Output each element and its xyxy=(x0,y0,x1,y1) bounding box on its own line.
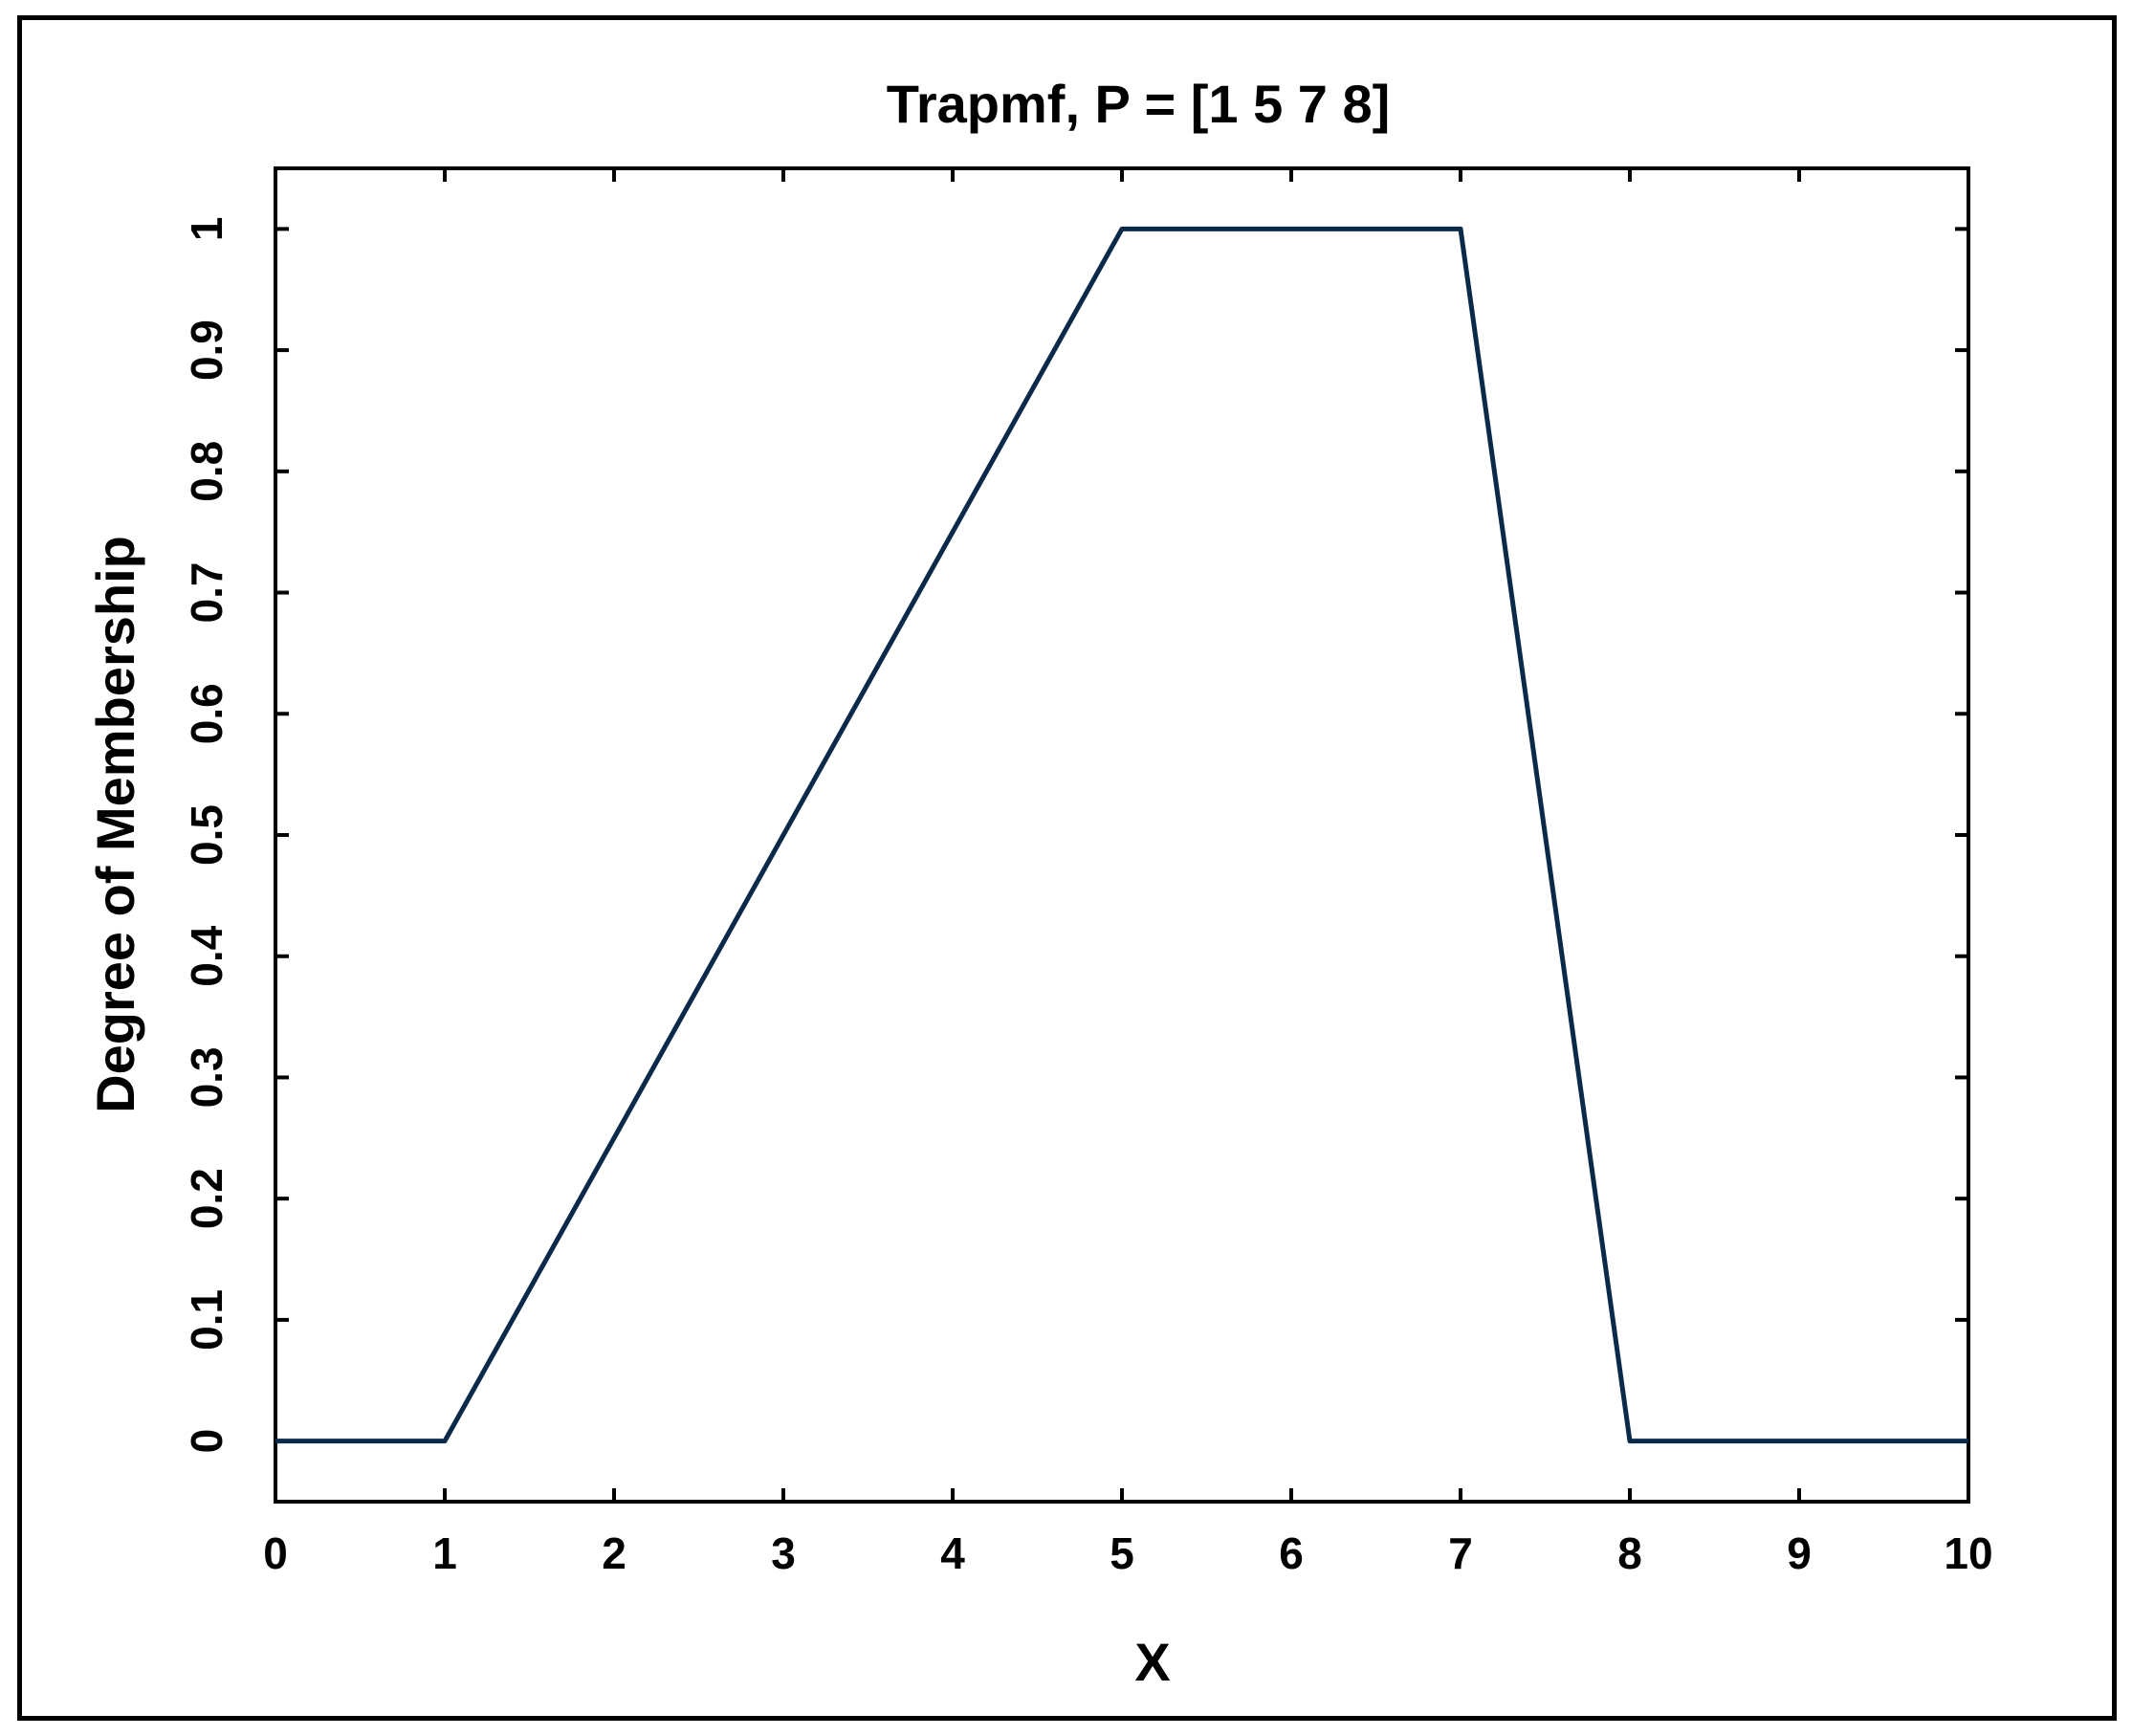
chart-frame xyxy=(17,15,2117,1721)
x-tick-label: 6 xyxy=(1279,1528,1304,1578)
plot-area xyxy=(274,166,1970,1504)
y-axis-label: Degree of Membership xyxy=(85,536,145,1113)
x-tick-label: 2 xyxy=(602,1528,626,1578)
x-tick-label: 5 xyxy=(1110,1528,1134,1578)
membership-line xyxy=(275,226,1968,1444)
y-tick-label: 0.1 xyxy=(182,1289,231,1351)
x-tick-label: 3 xyxy=(771,1528,796,1578)
x-axis-label: X xyxy=(1134,1632,1170,1692)
y-tick-label: 0.7 xyxy=(182,562,231,624)
x-tick-label: 4 xyxy=(940,1528,965,1578)
x-tick-label: 9 xyxy=(1787,1528,1812,1578)
x-tick-label: 10 xyxy=(1944,1528,1992,1578)
axis-ticks xyxy=(274,168,1970,1502)
y-tick-label: 0.5 xyxy=(182,804,231,866)
y-tick-label: 0 xyxy=(182,1429,231,1454)
chart-title: Trapmf, P = [1 5 7 8] xyxy=(887,74,1391,134)
y-tick-label: 0.4 xyxy=(182,925,231,986)
y-tick-label: 0.2 xyxy=(182,1168,231,1229)
x-tick-label: 7 xyxy=(1448,1528,1473,1578)
x-tick-label: 0 xyxy=(263,1528,288,1578)
y-tick-label: 1 xyxy=(182,217,231,242)
y-tick-label: 0.9 xyxy=(182,319,231,381)
axis-tick-labels: 0 1 2 3 4 5 6 7 8 9 10 0 0.1 0.2 0.3 0.4 0.5 0.6 0.7 0.8 0.9… xyxy=(182,217,1993,1578)
y-tick-label: 0.6 xyxy=(182,683,231,744)
y-tick-label: 0.8 xyxy=(182,441,231,502)
x-tick-label: 1 xyxy=(432,1528,457,1578)
x-tick-label: 8 xyxy=(1617,1528,1642,1578)
y-tick-label: 0.3 xyxy=(182,1046,231,1108)
